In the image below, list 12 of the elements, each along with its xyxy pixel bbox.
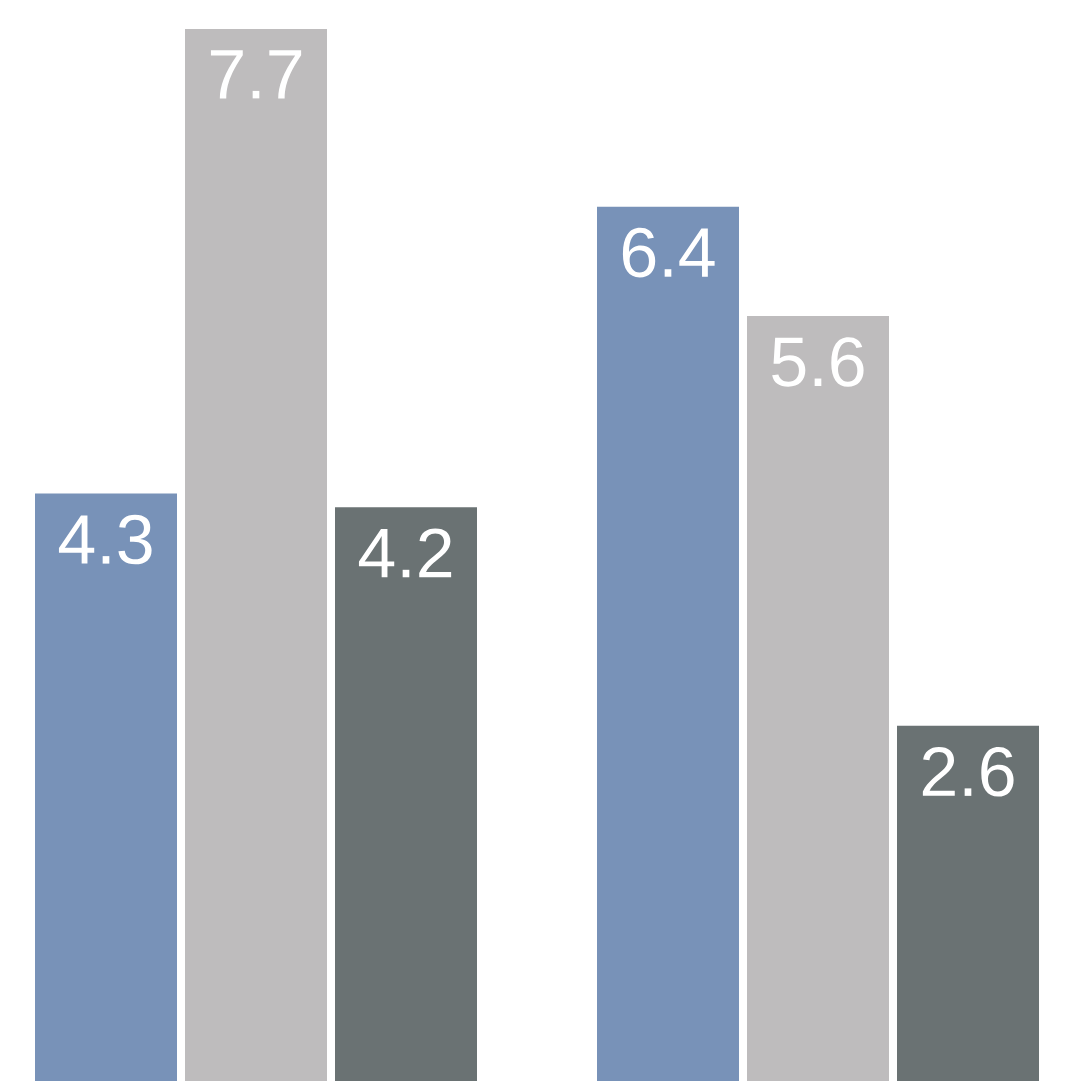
- bar: [185, 29, 327, 1081]
- bar: [897, 725, 1039, 1081]
- bar: [335, 507, 477, 1081]
- data-label: 4.3: [58, 514, 152, 565]
- data-label: 2.6: [922, 746, 1014, 797]
- data-label: 7.7: [210, 50, 302, 99]
- bar: [35, 493, 177, 1081]
- data-label: 5.6: [772, 337, 864, 387]
- bar: [747, 315, 889, 1081]
- data-label: 6.4: [622, 227, 715, 278]
- bar: [597, 206, 739, 1081]
- data-label: 4.2: [358, 528, 452, 578]
